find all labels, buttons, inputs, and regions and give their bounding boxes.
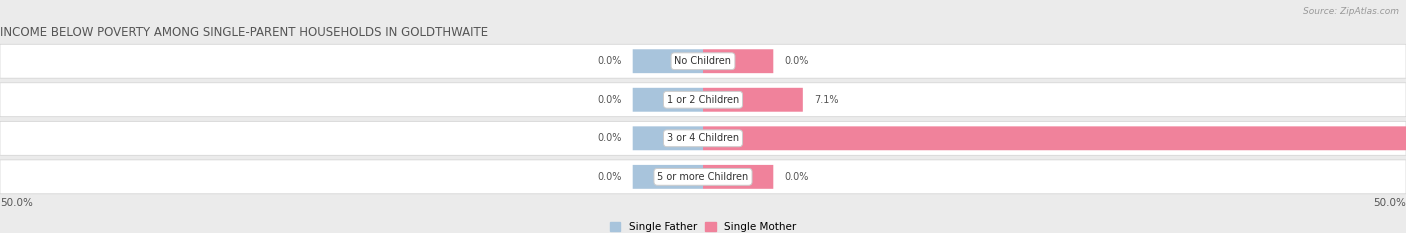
FancyBboxPatch shape	[703, 88, 803, 112]
Text: 5 or more Children: 5 or more Children	[658, 172, 748, 182]
Text: INCOME BELOW POVERTY AMONG SINGLE-PARENT HOUSEHOLDS IN GOLDTHWAITE: INCOME BELOW POVERTY AMONG SINGLE-PARENT…	[0, 26, 488, 39]
Text: 7.1%: 7.1%	[814, 95, 838, 105]
Text: 50.0%: 50.0%	[1374, 198, 1406, 208]
Text: 0.0%: 0.0%	[598, 172, 621, 182]
Text: 0.0%: 0.0%	[785, 56, 808, 66]
Text: Source: ZipAtlas.com: Source: ZipAtlas.com	[1303, 7, 1399, 16]
Text: 0.0%: 0.0%	[598, 95, 621, 105]
Text: No Children: No Children	[675, 56, 731, 66]
FancyBboxPatch shape	[633, 49, 703, 73]
FancyBboxPatch shape	[0, 44, 1406, 78]
FancyBboxPatch shape	[703, 126, 1406, 150]
Legend: Single Father, Single Mother: Single Father, Single Mother	[606, 218, 800, 233]
Text: 0.0%: 0.0%	[598, 56, 621, 66]
Text: 0.0%: 0.0%	[785, 172, 808, 182]
FancyBboxPatch shape	[0, 121, 1406, 155]
Text: 50.0%: 50.0%	[0, 198, 32, 208]
FancyBboxPatch shape	[633, 165, 703, 189]
Text: 0.0%: 0.0%	[598, 133, 621, 143]
Text: 3 or 4 Children: 3 or 4 Children	[666, 133, 740, 143]
FancyBboxPatch shape	[0, 160, 1406, 194]
FancyBboxPatch shape	[633, 126, 703, 150]
FancyBboxPatch shape	[703, 49, 773, 73]
Text: 1 or 2 Children: 1 or 2 Children	[666, 95, 740, 105]
FancyBboxPatch shape	[703, 165, 773, 189]
FancyBboxPatch shape	[0, 83, 1406, 117]
FancyBboxPatch shape	[633, 88, 703, 112]
